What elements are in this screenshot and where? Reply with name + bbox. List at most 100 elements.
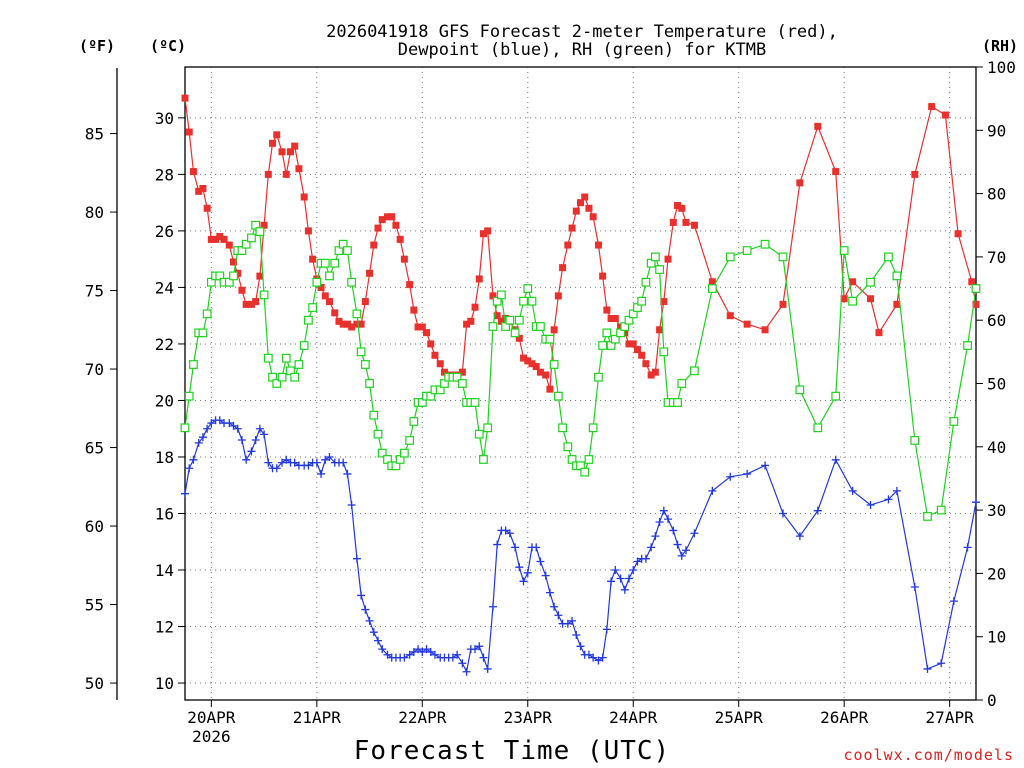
temperature-point bbox=[625, 340, 633, 348]
rh-point bbox=[558, 423, 567, 433]
dewpoint-point bbox=[282, 455, 291, 464]
dewpoint-point bbox=[584, 650, 593, 659]
temperature-point bbox=[524, 357, 532, 365]
temperature-point bbox=[528, 360, 536, 368]
fahrenheit-tick-label: 65 bbox=[85, 439, 104, 458]
dewpoint-point bbox=[312, 458, 321, 467]
dewpoint-point bbox=[641, 554, 650, 563]
temperature-point bbox=[585, 204, 593, 212]
dewpoint-point bbox=[237, 436, 246, 445]
rh-series bbox=[180, 220, 981, 521]
rh-point bbox=[563, 442, 573, 452]
x-tick-label: 21APR bbox=[293, 708, 342, 727]
temperature-point bbox=[674, 201, 682, 209]
temperature-point bbox=[497, 317, 505, 325]
rh-point bbox=[545, 334, 555, 344]
dewpoint-point bbox=[255, 424, 264, 433]
temperature-point bbox=[374, 224, 382, 232]
rh-tick-label: 100 bbox=[987, 58, 1016, 77]
temperature-point bbox=[282, 170, 290, 178]
temperature-point bbox=[893, 300, 901, 308]
rh-point bbox=[263, 353, 273, 363]
dewpoint-point bbox=[576, 642, 585, 651]
rh-tick-label: 70 bbox=[987, 248, 1006, 267]
rh-point bbox=[352, 309, 362, 319]
temperature-point bbox=[568, 224, 576, 232]
rh-point bbox=[923, 512, 932, 521]
temperature-point bbox=[273, 131, 281, 139]
dewpoint-point bbox=[325, 452, 334, 461]
plot-frame bbox=[184, 66, 977, 701]
dewpoint-point bbox=[633, 557, 642, 566]
rh-point bbox=[813, 423, 823, 433]
temperature-point bbox=[660, 298, 668, 306]
dewpoint-point bbox=[272, 464, 281, 473]
rh-point bbox=[405, 436, 415, 445]
celsius-tick-label: 12 bbox=[155, 618, 174, 637]
temperature-point bbox=[203, 204, 211, 212]
temperature-point bbox=[295, 165, 303, 173]
temperature-point bbox=[642, 360, 650, 368]
dewpoint-point bbox=[405, 650, 414, 659]
dewpoint-point bbox=[448, 653, 457, 662]
rh-point bbox=[519, 296, 528, 306]
rh-point bbox=[963, 341, 972, 350]
rh-point bbox=[510, 328, 520, 338]
dewpoint-point bbox=[426, 647, 435, 656]
dewpoint-point bbox=[910, 582, 919, 591]
rh-point bbox=[320, 258, 330, 268]
dewpoint-point bbox=[726, 472, 735, 481]
rh-point bbox=[189, 360, 198, 369]
rh-point bbox=[831, 391, 841, 401]
dewpoint-point bbox=[203, 424, 212, 433]
chart-title-line2: Dewpoint (blue), RH (green) for KTMB bbox=[398, 40, 766, 60]
temperature-point bbox=[532, 363, 540, 371]
temperature-point bbox=[972, 300, 980, 308]
dewpoint-point bbox=[866, 501, 875, 510]
dewpoint-point bbox=[659, 506, 668, 515]
temperature-point bbox=[286, 148, 294, 156]
dewpoint-point bbox=[963, 543, 972, 552]
temperature-point bbox=[400, 255, 408, 263]
temperature-point bbox=[603, 306, 611, 314]
temperature-point bbox=[647, 371, 655, 379]
temperature-point bbox=[418, 323, 426, 331]
dewpoint-point bbox=[523, 568, 532, 577]
rh-point bbox=[527, 296, 537, 306]
temperature-point bbox=[396, 235, 404, 243]
rh-point bbox=[198, 328, 208, 338]
rh-tick-label: 40 bbox=[987, 438, 1006, 457]
temperature-point bbox=[247, 300, 255, 308]
rh-point bbox=[343, 246, 352, 255]
rh-point bbox=[488, 322, 498, 331]
dewpoint-point bbox=[479, 653, 488, 662]
temperature-point bbox=[436, 360, 444, 368]
x-tick-label: 24APR bbox=[609, 708, 658, 727]
watermark-text: coolwx.com/models bbox=[843, 746, 1014, 764]
dewpoint-point bbox=[290, 458, 299, 467]
celsius-tick-label: 30 bbox=[155, 109, 174, 128]
rh-point bbox=[281, 353, 291, 363]
dewpoint-point bbox=[620, 585, 629, 594]
rh-point bbox=[936, 505, 946, 515]
dewpoint-point bbox=[625, 574, 634, 583]
dewpoint-point bbox=[884, 495, 893, 504]
temperature-point bbox=[181, 94, 189, 102]
temperature-point bbox=[309, 255, 317, 263]
dewpoint-point bbox=[189, 455, 198, 464]
rh-point bbox=[760, 239, 770, 249]
temperature-point bbox=[353, 320, 361, 328]
celsius-tick-label: 24 bbox=[155, 278, 174, 297]
dewpoint-point bbox=[589, 653, 598, 662]
dewpoint-point bbox=[181, 489, 189, 498]
dewpoint-point bbox=[611, 566, 620, 575]
dewpoint-point bbox=[616, 574, 625, 583]
dewpoint-point bbox=[598, 653, 607, 662]
rh-point bbox=[514, 315, 524, 325]
rh-point bbox=[299, 341, 309, 350]
rh-point bbox=[365, 379, 374, 388]
rh-point bbox=[659, 347, 669, 357]
temperature-point bbox=[195, 187, 203, 195]
dewpoint-point bbox=[677, 551, 686, 560]
dewpoint-point bbox=[937, 659, 946, 668]
